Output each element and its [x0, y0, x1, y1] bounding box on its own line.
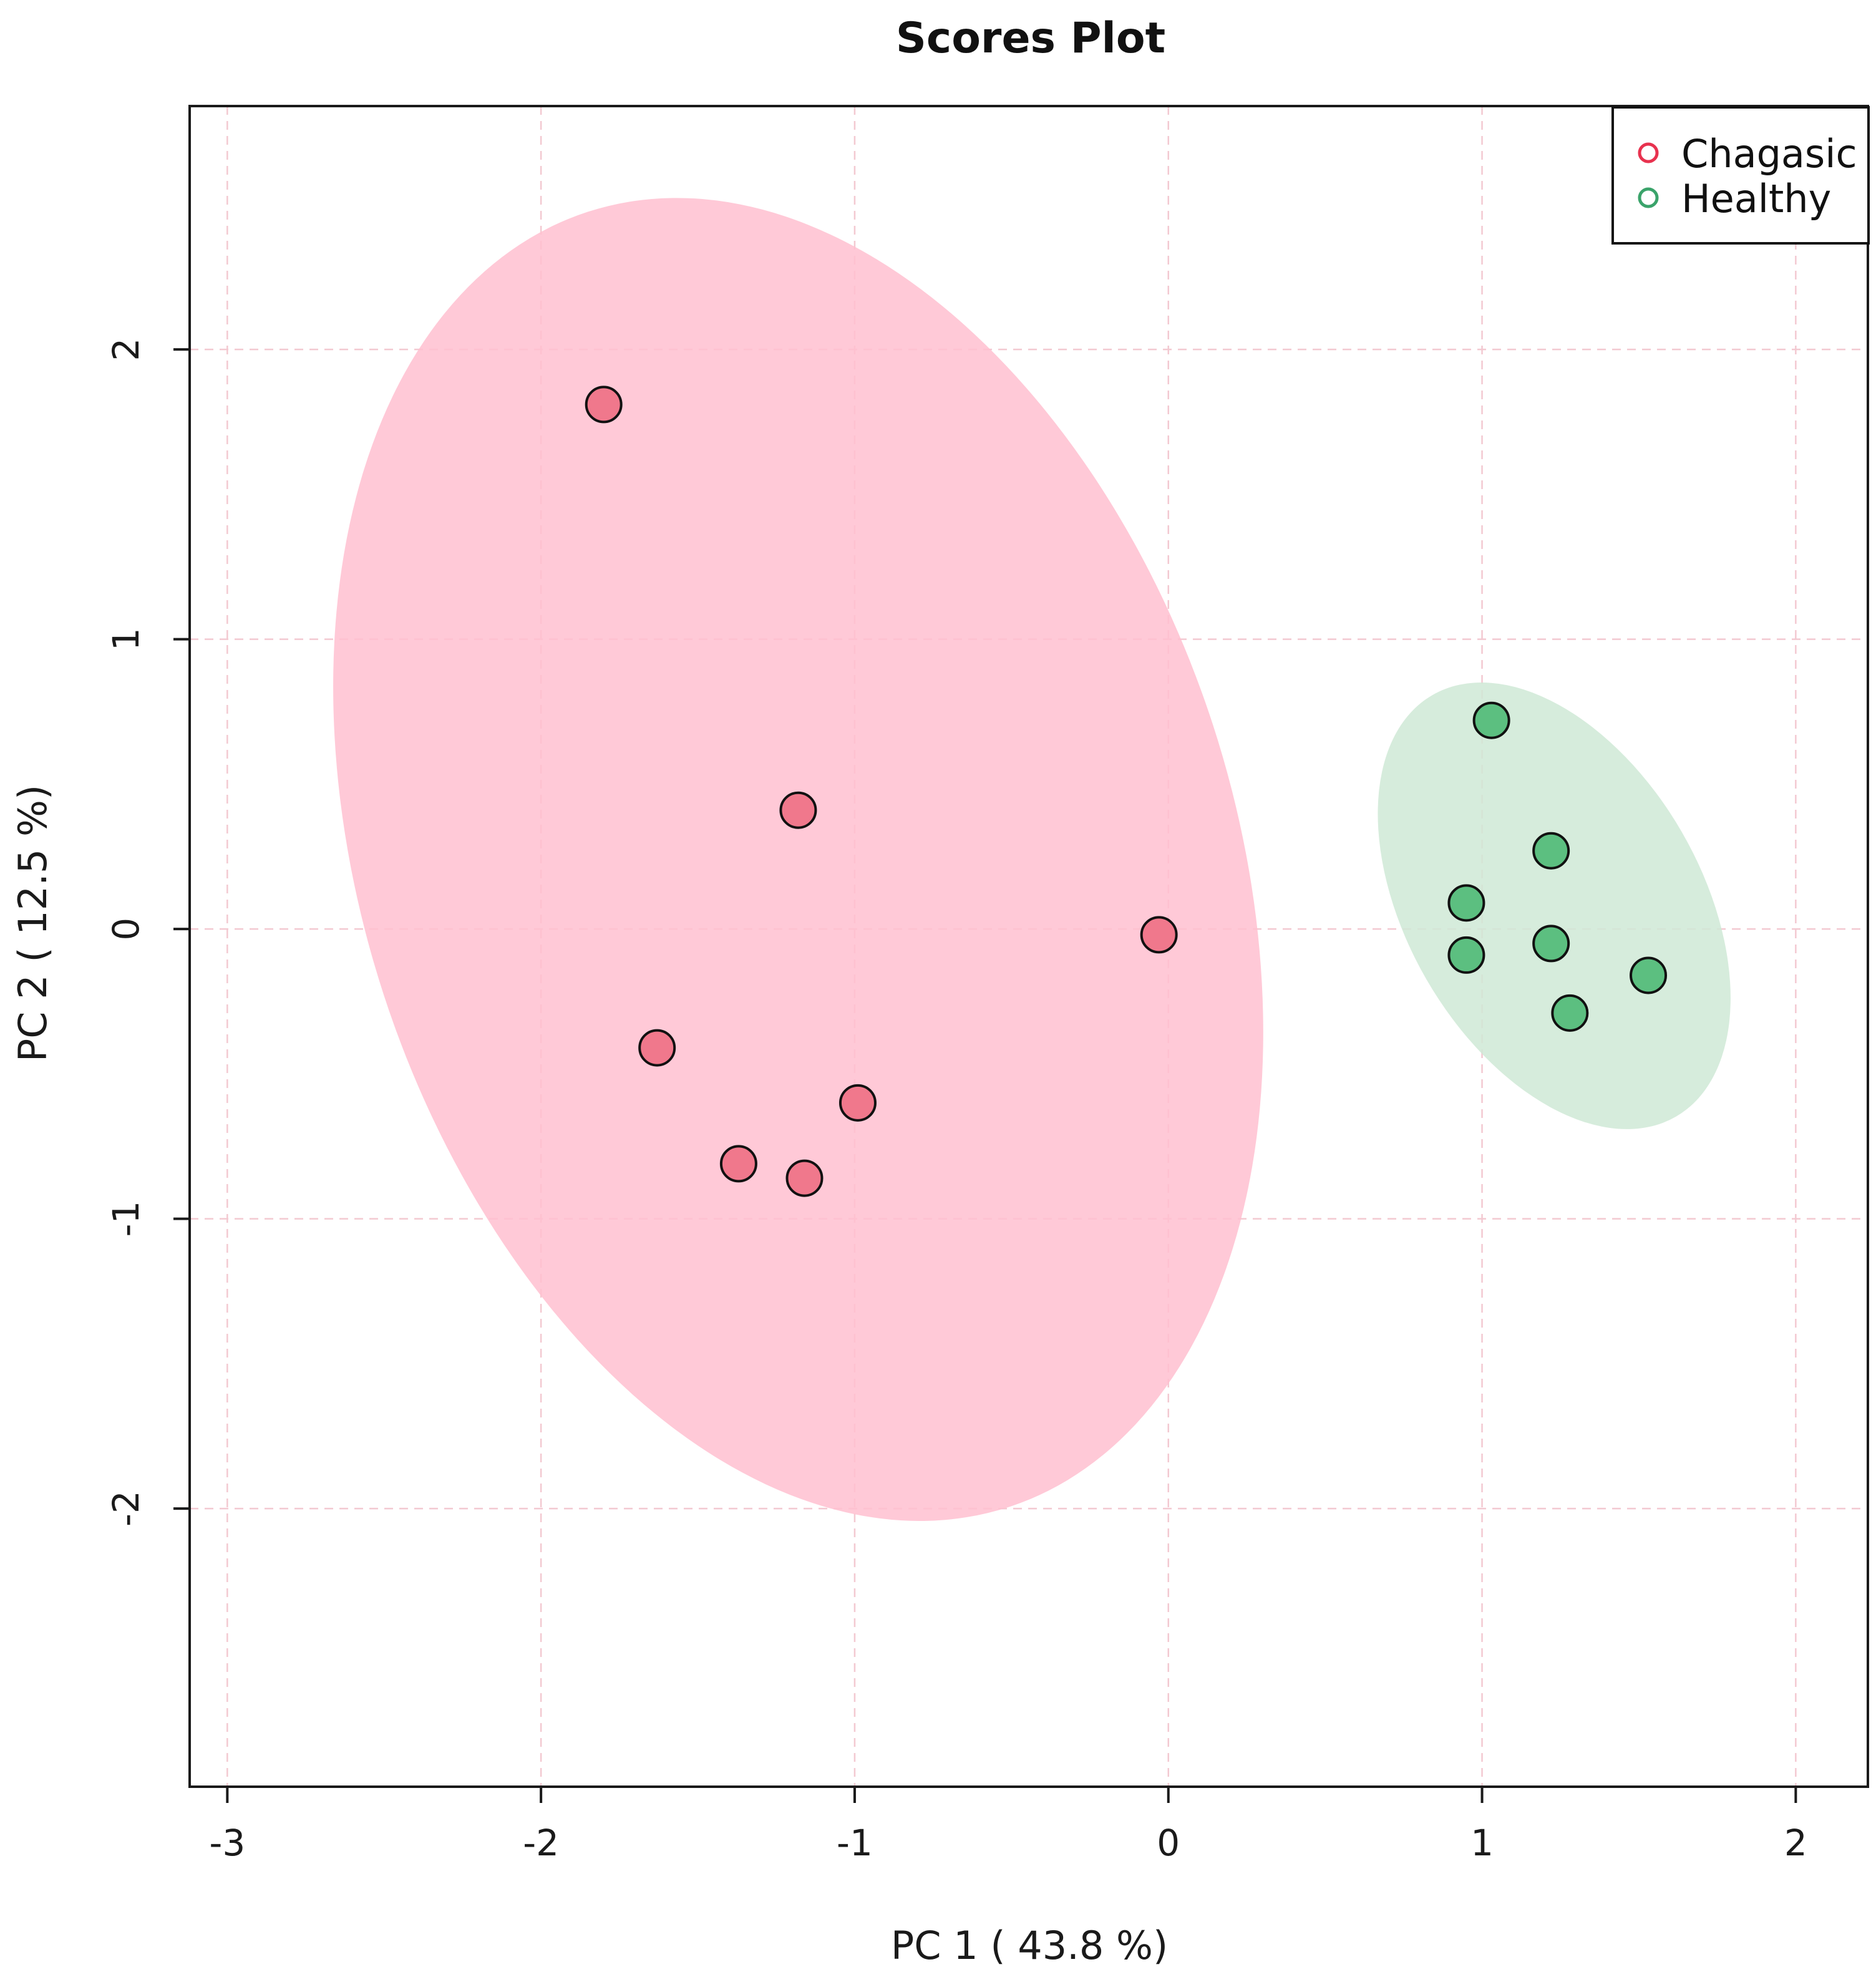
legend: Chagasic Healthy — [1611, 106, 1870, 245]
x-tick-label-4: 1 — [1470, 1822, 1494, 1864]
x-axis: -3 -2 -1 0 1 2 — [209, 1787, 1807, 1864]
point-healthy-6 — [1630, 956, 1668, 994]
y-tick-label-0: -2 — [105, 1490, 147, 1527]
point-healthy-5 — [1532, 925, 1570, 963]
x-tick-label-3: 0 — [1157, 1822, 1180, 1864]
x-tick-label-5: 2 — [1784, 1822, 1807, 1864]
score-points — [585, 386, 1668, 1197]
legend-marker-healthy — [1638, 187, 1659, 208]
legend-label-chagasic: Chagasic — [1681, 131, 1857, 177]
y-tick-label-1: -1 — [105, 1201, 147, 1237]
y-axis: -2 -1 0 1 2 — [105, 338, 190, 1527]
x-tick-label-1: -2 — [523, 1822, 559, 1864]
chart-title: Scores Plot — [896, 14, 1165, 63]
x-tick-label-2: -1 — [837, 1822, 873, 1864]
point-chagasic-6 — [719, 1145, 757, 1183]
legend-label-healthy: Healthy — [1681, 176, 1831, 221]
point-chagasic-3 — [1140, 916, 1178, 954]
legend-box — [1611, 106, 1870, 245]
confidence-ellipses — [333, 198, 1731, 1521]
y-axis-label: PC 2 ( 12.5 %) — [10, 785, 56, 1062]
point-chagasic-2 — [779, 791, 817, 829]
point-chagasic-4 — [638, 1029, 676, 1067]
point-chagasic-5 — [838, 1084, 877, 1122]
y-tick-label-2: 0 — [105, 918, 147, 941]
ellipse-healthy — [1378, 683, 1731, 1129]
ellipse-chagasic — [333, 198, 1263, 1521]
point-healthy-1 — [1472, 701, 1510, 739]
point-healthy-2 — [1532, 832, 1570, 870]
y-tick-label-3: 1 — [105, 628, 147, 651]
legend-marker-chagasic — [1638, 142, 1659, 163]
x-tick-label-0: -3 — [209, 1822, 245, 1864]
point-chagasic-7 — [785, 1159, 824, 1197]
point-healthy-7 — [1551, 994, 1589, 1032]
point-healthy-4 — [1447, 936, 1485, 974]
plot-frame — [188, 105, 1869, 1788]
point-chagasic-1 — [585, 386, 623, 424]
point-healthy-3 — [1447, 884, 1485, 922]
y-tick-label-4: 2 — [105, 338, 147, 361]
x-axis-label: PC 1 ( 43.8 %) — [891, 1923, 1168, 1968]
